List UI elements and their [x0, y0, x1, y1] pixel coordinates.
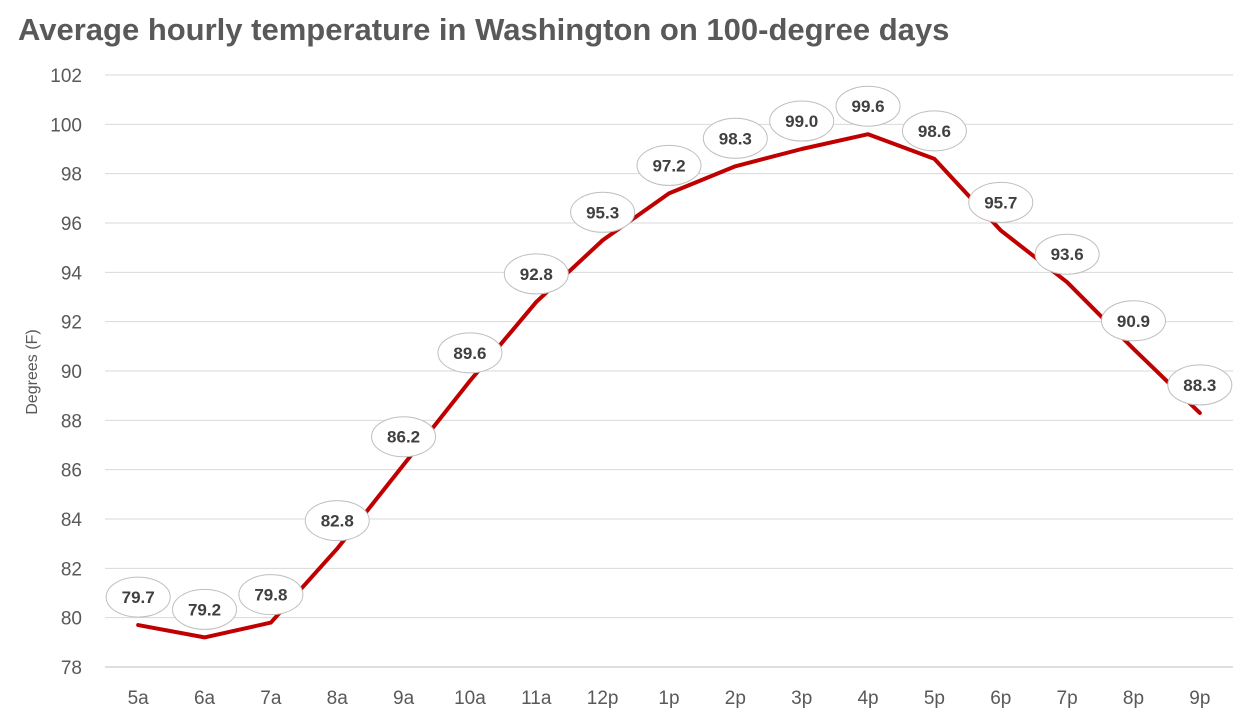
data-label-value: 97.2 [652, 156, 685, 175]
data-label: 79.7 [105, 576, 171, 618]
data-label-bubble [371, 416, 437, 458]
y-tick-label: 94 [61, 263, 83, 284]
x-axis-ticks: 5a 6a 7a 8a 9a 10a 11a 12p 1p 2p 3p 4p 5p 6p 7p 8p 9p [128, 688, 1211, 709]
y-axis-ticks: 78 80 82 84 86 88 90 92 94 96 98 100 102 [50, 66, 82, 679]
data-label: 79.2 [172, 588, 238, 630]
y-tick-label: 92 [61, 313, 82, 334]
x-tick-label: 12p [587, 688, 619, 709]
data-label-bubble [570, 191, 636, 233]
y-tick-label: 90 [61, 362, 82, 383]
data-label-value: 79.8 [254, 586, 287, 605]
y-tick-label: 78 [61, 658, 82, 679]
y-tick-label: 100 [50, 115, 82, 136]
data-label-bubble [702, 117, 768, 159]
data-label-value: 98.6 [918, 122, 951, 141]
data-label: 79.8 [238, 574, 304, 616]
data-label-bubble [238, 574, 304, 616]
y-tick-label: 96 [61, 214, 82, 235]
x-tick-label: 7p [1057, 688, 1078, 709]
x-tick-label: 4p [857, 688, 878, 709]
y-tick-label: 86 [61, 461, 82, 482]
data-label-bubble [503, 253, 569, 295]
data-label-value: 92.8 [520, 265, 553, 284]
data-label: 95.3 [570, 191, 636, 233]
data-label-bubble [437, 332, 503, 374]
data-label-bubble [172, 588, 238, 630]
data-label-value: 95.3 [586, 203, 619, 222]
data-label-value: 98.3 [719, 129, 752, 148]
x-tick-label: 9p [1189, 688, 1210, 709]
data-labels: 79.7 79.2 79.8 82.8 86.2 89.6 92.8 95.3 97.2 98.3… [105, 85, 1233, 630]
x-tick-label: 1p [658, 688, 679, 709]
data-label: 88.3 [1167, 364, 1233, 406]
y-axis-title: Degrees (F) [24, 329, 41, 414]
data-label-value: 86.2 [387, 428, 420, 447]
x-tick-label: 7a [260, 688, 282, 709]
data-label-bubble [835, 85, 901, 127]
data-label: 97.2 [636, 144, 702, 186]
data-label: 93.6 [1034, 233, 1100, 275]
data-label: 90.9 [1100, 300, 1166, 342]
y-tick-label: 82 [61, 559, 82, 580]
x-tick-label: 10a [454, 688, 486, 709]
y-tick-label: 88 [61, 411, 82, 432]
data-label-bubble [769, 100, 835, 142]
y-tick-label: 84 [61, 510, 83, 531]
data-label-value: 90.9 [1117, 312, 1150, 331]
data-label-bubble [1167, 364, 1233, 406]
data-label-value: 95.7 [984, 193, 1017, 212]
y-tick-label: 80 [61, 609, 82, 630]
data-label-bubble [1034, 233, 1100, 275]
x-tick-label: 11a [521, 688, 552, 709]
x-tick-label: 3p [791, 688, 812, 709]
data-label-bubble [105, 576, 171, 618]
data-label: 98.3 [702, 117, 768, 159]
data-label-value: 89.6 [453, 344, 486, 363]
chart-title: Average hourly temperature in Washington… [18, 12, 950, 47]
x-tick-label: 9a [393, 688, 415, 709]
x-tick-label: 2p [725, 688, 746, 709]
x-tick-label: 6p [990, 688, 1011, 709]
x-tick-label: 8p [1123, 688, 1144, 709]
data-label: 98.6 [901, 110, 967, 152]
data-label: 86.2 [371, 416, 437, 458]
data-label-value: 79.2 [188, 600, 221, 619]
data-label: 95.7 [968, 181, 1034, 223]
data-label: 89.6 [437, 332, 503, 374]
data-label-value: 82.8 [321, 512, 354, 531]
y-tick-label: 102 [50, 66, 82, 87]
data-label-bubble [636, 144, 702, 186]
data-label-bubble [968, 181, 1034, 223]
data-label-value: 79.7 [122, 588, 155, 607]
x-tick-label: 8a [327, 688, 349, 709]
x-tick-label: 6a [194, 688, 216, 709]
data-label: 82.8 [304, 500, 370, 542]
series-line-group [136, 132, 1202, 640]
data-label-bubble [1100, 300, 1166, 342]
data-label-value: 99.6 [852, 97, 885, 116]
data-label-value: 99.0 [785, 112, 818, 131]
y-tick-label: 98 [61, 165, 82, 186]
data-label-bubble [901, 110, 967, 152]
data-label: 99.0 [769, 100, 835, 142]
data-label: 99.6 [835, 85, 901, 127]
data-label-value: 93.6 [1051, 245, 1084, 264]
data-label: 92.8 [503, 253, 569, 295]
x-tick-label: 5p [924, 688, 945, 709]
x-tick-label: 5a [128, 688, 150, 709]
temperature-series-line [136, 132, 1202, 640]
data-label-bubble [304, 500, 370, 542]
data-label-value: 88.3 [1183, 376, 1216, 395]
